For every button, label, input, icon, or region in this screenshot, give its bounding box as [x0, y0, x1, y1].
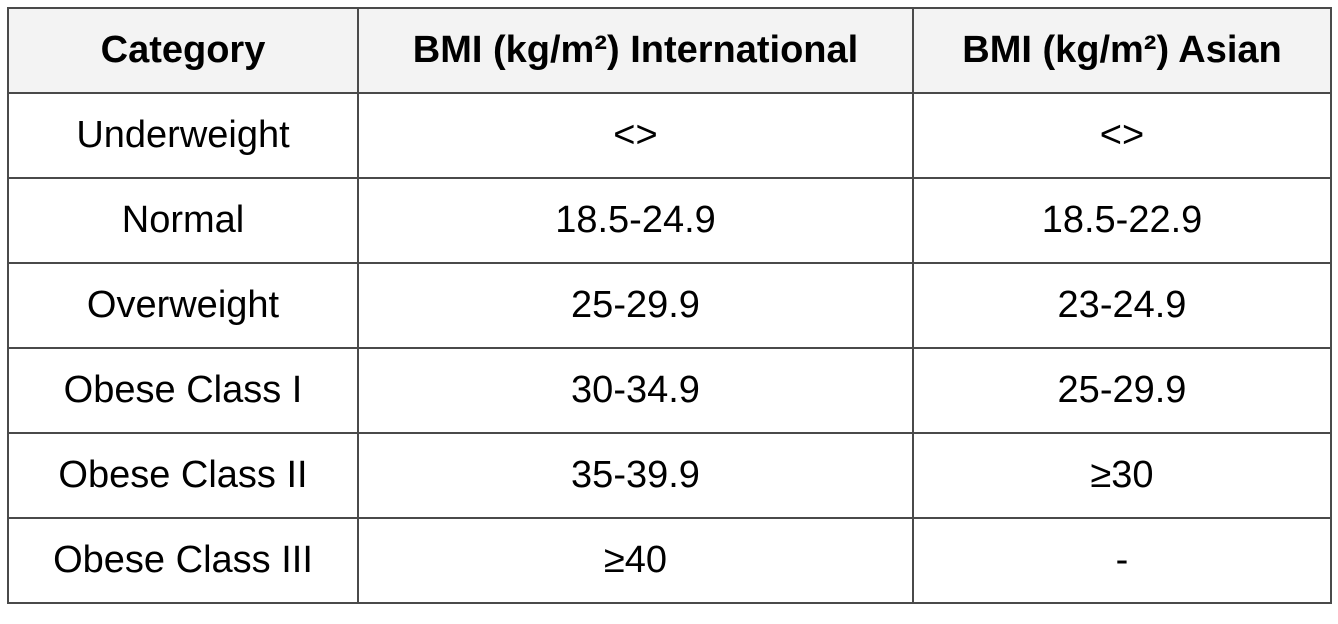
- cell-bmi-asian: -: [912, 517, 1332, 604]
- cell-bmi-international: 18.5-24.9: [357, 177, 914, 264]
- cell-bmi-international: 30-34.9: [357, 347, 914, 434]
- header-bmi-asian: BMI (kg/m²) Asian: [912, 7, 1332, 94]
- cell-bmi-international: 35-39.9: [357, 432, 914, 519]
- cell-bmi-asian: 25-29.9: [912, 347, 1332, 434]
- cell-bmi-international: 25-29.9: [357, 262, 914, 349]
- header-bmi-international: BMI (kg/m²) International: [357, 7, 914, 94]
- cell-category: Overweight: [7, 262, 359, 349]
- table-row: Underweight <> <>: [7, 92, 1332, 179]
- cell-bmi-asian: 23-24.9: [912, 262, 1332, 349]
- cell-bmi-asian: <>: [912, 92, 1332, 179]
- table-header-row: Category BMI (kg/m²) International BMI (…: [7, 7, 1332, 94]
- table-row: Obese Class II 35-39.9 ≥30: [7, 432, 1332, 519]
- bmi-table-container: Category BMI (kg/m²) International BMI (…: [7, 7, 1332, 604]
- cell-category: Obese Class III: [7, 517, 359, 604]
- cell-category: Normal: [7, 177, 359, 264]
- table-row: Normal 18.5-24.9 18.5-22.9: [7, 177, 1332, 264]
- cell-bmi-international: ≥40: [357, 517, 914, 604]
- cell-bmi-asian: 18.5-22.9: [912, 177, 1332, 264]
- table-row: Obese Class III ≥40 -: [7, 517, 1332, 604]
- cell-category: Obese Class II: [7, 432, 359, 519]
- bmi-table: Category BMI (kg/m²) International BMI (…: [7, 7, 1332, 604]
- table-row: Overweight 25-29.9 23-24.9: [7, 262, 1332, 349]
- header-category: Category: [7, 7, 359, 94]
- cell-category: Underweight: [7, 92, 359, 179]
- cell-bmi-international: <>: [357, 92, 914, 179]
- cell-bmi-asian: ≥30: [912, 432, 1332, 519]
- table-row: Obese Class I 30-34.9 25-29.9: [7, 347, 1332, 434]
- cell-category: Obese Class I: [7, 347, 359, 434]
